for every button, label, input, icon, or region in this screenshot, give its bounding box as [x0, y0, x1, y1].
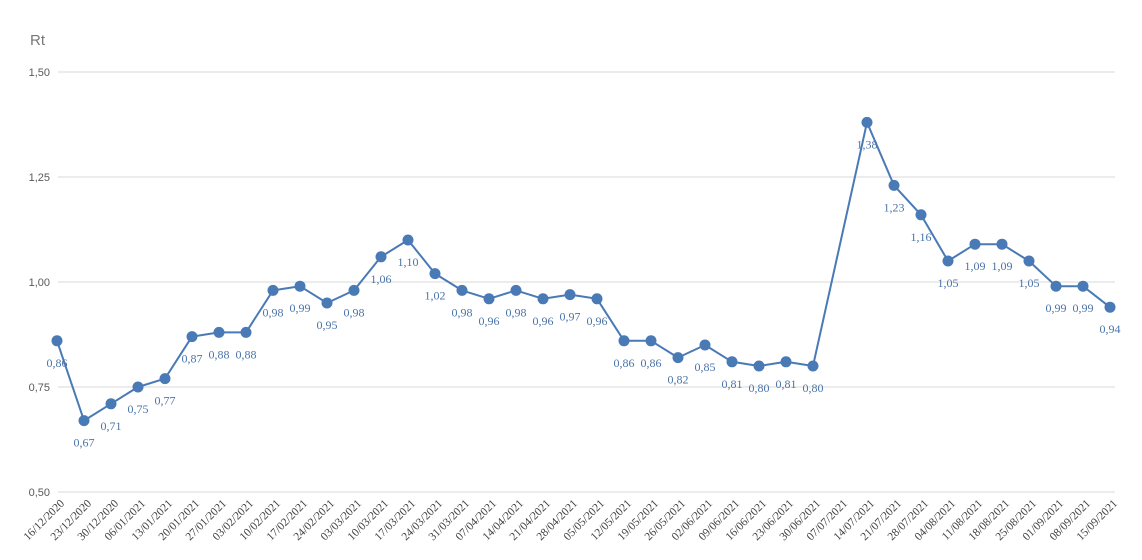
data-label: 0,85: [695, 360, 716, 374]
data-label: 1,16: [911, 230, 932, 244]
marker: [564, 289, 576, 301]
data-label: 0,82: [668, 373, 689, 387]
marker: [1104, 301, 1116, 313]
marker: [672, 352, 684, 364]
marker: [726, 356, 738, 368]
data-label: 0,77: [155, 394, 176, 408]
data-label: 0,98: [506, 305, 527, 319]
y-tick-label: 1,00: [29, 277, 50, 289]
data-label: 0,96: [479, 314, 500, 328]
line-segment: [1082, 285, 1111, 308]
marker: [618, 335, 630, 347]
data-label: 0,75: [128, 402, 149, 416]
marker: [51, 335, 63, 347]
marker: [321, 297, 333, 309]
data-label: 0,94: [1100, 322, 1121, 336]
data-label: 0,71: [101, 419, 122, 433]
marker: [537, 293, 549, 305]
y-tick-label: 1,25: [29, 172, 50, 184]
data-label: 0,88: [209, 347, 230, 361]
data-label: 0,99: [1073, 301, 1094, 315]
data-label: 0,95: [317, 318, 338, 332]
line-segment: [353, 256, 382, 292]
marker: [780, 356, 792, 368]
marker: [861, 116, 873, 128]
marker: [294, 280, 306, 292]
marker: [429, 268, 441, 280]
marker: [348, 284, 360, 296]
marker: [807, 360, 819, 372]
marker: [159, 373, 171, 385]
marker: [888, 179, 900, 191]
data-label: 0,99: [1046, 301, 1067, 315]
marker: [375, 251, 387, 263]
data-label: 0,96: [587, 314, 608, 328]
data-label: 0,98: [344, 305, 365, 319]
data-label: 0,80: [749, 381, 770, 395]
marker: [591, 293, 603, 305]
line-segment: [56, 340, 85, 421]
data-label: 0,98: [452, 305, 473, 319]
data-label: 1,06: [371, 272, 392, 286]
marker: [1023, 255, 1035, 267]
line-segment: [1028, 260, 1057, 287]
data-label: 0,86: [614, 356, 635, 370]
data-label: 0,96: [533, 314, 554, 328]
data-label: 0,67: [74, 436, 95, 450]
marker: [645, 335, 657, 347]
y-axis-title: Rt: [30, 32, 46, 49]
marker: [996, 238, 1008, 250]
marker: [1050, 280, 1062, 292]
data-label: 0,81: [776, 377, 797, 391]
data-label: 1,23: [884, 200, 905, 214]
data-label: 0,86: [47, 356, 68, 370]
marker: [456, 284, 468, 296]
marker: [105, 398, 117, 410]
data-label: 0,99: [290, 301, 311, 315]
marker: [267, 284, 279, 296]
line-segment: [164, 336, 193, 380]
marker: [699, 339, 711, 351]
data-label: 0,86: [641, 356, 662, 370]
marker: [78, 415, 90, 427]
line-segment: [245, 289, 274, 333]
data-label: 0,87: [182, 352, 203, 366]
marker: [942, 255, 954, 267]
data-label: 1,09: [965, 259, 986, 273]
line-segment: [866, 122, 895, 186]
marker: [915, 209, 927, 221]
data-label: 0,88: [236, 347, 257, 361]
marker: [753, 360, 765, 372]
line-segment: [407, 239, 436, 275]
y-tick-label: 0,75: [29, 382, 50, 394]
data-label: 0,80: [803, 381, 824, 395]
data-label: 1,10: [398, 255, 419, 269]
marker: [186, 331, 198, 343]
line-segment: [812, 122, 868, 367]
marker: [240, 326, 252, 338]
data-label: 1,09: [992, 259, 1013, 273]
marker: [510, 284, 522, 296]
data-label: 1,38: [857, 137, 878, 151]
data-label: 0,97: [560, 310, 581, 324]
marker: [402, 234, 414, 246]
data-label: 0,98: [263, 305, 284, 319]
data-label: 1,02: [425, 289, 446, 303]
marker: [1077, 280, 1089, 292]
data-label: 0,81: [722, 377, 743, 391]
marker: [213, 326, 225, 338]
data-label: 1,05: [938, 276, 959, 290]
line-segment: [596, 298, 625, 342]
line-segment: [920, 214, 949, 262]
marker: [483, 293, 495, 305]
data-label: 1,05: [1019, 276, 1040, 290]
marker: [132, 381, 144, 393]
y-tick-label: 1,50: [29, 67, 50, 79]
line-segment: [893, 184, 922, 216]
marker: [969, 238, 981, 250]
y-tick-label: 0,50: [29, 487, 50, 499]
